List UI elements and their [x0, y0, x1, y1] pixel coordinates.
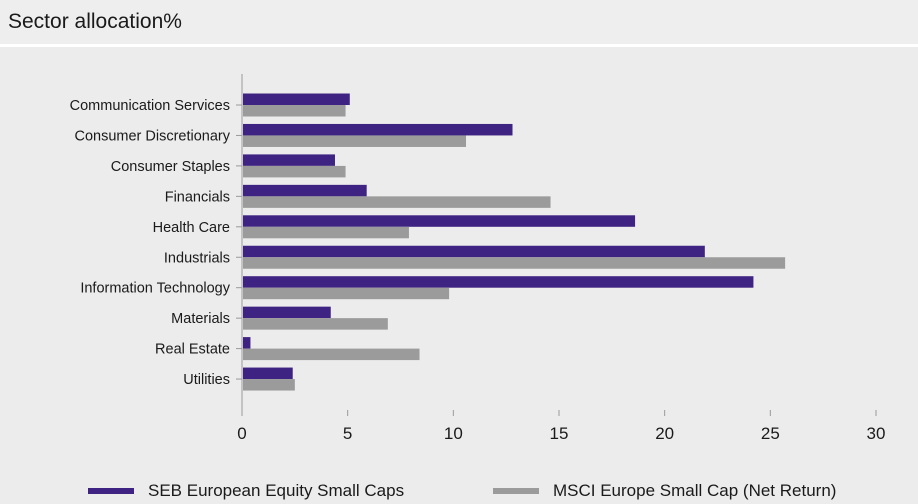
bar-seb-materials: [243, 306, 331, 319]
bar-msci-health-care: [243, 226, 409, 239]
bar-msci-information-technology: [243, 287, 450, 300]
legend-swatch-seb: [88, 488, 134, 494]
category-label-real-estate: Real Estate: [155, 342, 230, 358]
x-tick-label: 25: [761, 424, 780, 443]
bar-msci-consumer-discretionary: [243, 135, 467, 147]
category-label-industrials: Industrials: [164, 250, 230, 266]
bar-seb-financials: [243, 184, 367, 197]
category-label-information-technology: Information Technology: [80, 281, 230, 297]
bar-msci-financials: [243, 196, 551, 208]
chart-title: Sector allocation%: [8, 10, 182, 33]
category-label-consumer-discretionary: Consumer Discretionary: [74, 128, 230, 144]
bar-msci-materials: [243, 318, 388, 330]
title-bar: Sector allocation%: [0, 0, 918, 47]
bar-msci-utilities: [243, 379, 295, 391]
category-label-utilities: Utilities: [183, 372, 230, 388]
bar-seb-communication-services: [243, 93, 350, 105]
category-label-financials: Financials: [165, 189, 230, 205]
legend-label-msci: MSCI Europe Small Cap (Net Return): [553, 481, 837, 500]
bar-seb-consumer-discretionary: [243, 123, 513, 136]
x-tick-label: 5: [343, 424, 352, 443]
bar-seb-information-technology: [243, 276, 754, 288]
bar-seb-consumer-staples: [243, 154, 335, 166]
category-label-communication-services: Communication Services: [70, 98, 230, 114]
category-label-consumer-staples: Consumer Staples: [111, 159, 230, 175]
bar-msci-communication-services: [243, 105, 346, 117]
x-tick-label: 20: [655, 424, 674, 443]
x-tick-label: 10: [444, 424, 463, 443]
bar-msci-real-estate: [243, 348, 420, 361]
x-tick-label: 30: [867, 424, 886, 443]
legend-label-seb: SEB European Equity Small Caps: [148, 481, 405, 500]
bar-msci-consumer-staples: [243, 165, 346, 178]
bar-seb-industrials: [243, 245, 705, 258]
x-tick-label: 15: [550, 424, 569, 443]
category-label-materials: Materials: [171, 311, 230, 327]
legend-swatch-msci: [493, 488, 539, 494]
sector-allocation-chart: Communication Services Consumer Discretio…: [70, 74, 886, 443]
bar-seb-real-estate: [243, 337, 251, 349]
category-label-health-care: Health Care: [153, 220, 230, 236]
legend-item-msci: MSCI Europe Small Cap (Net Return): [493, 478, 836, 504]
bar-msci-industrials: [243, 257, 786, 269]
x-tick-label: 0: [237, 424, 246, 443]
legend-item-seb: SEB European Equity Small Caps: [88, 478, 404, 504]
bar-seb-utilities: [243, 367, 293, 380]
bar-seb-health-care: [243, 215, 636, 227]
